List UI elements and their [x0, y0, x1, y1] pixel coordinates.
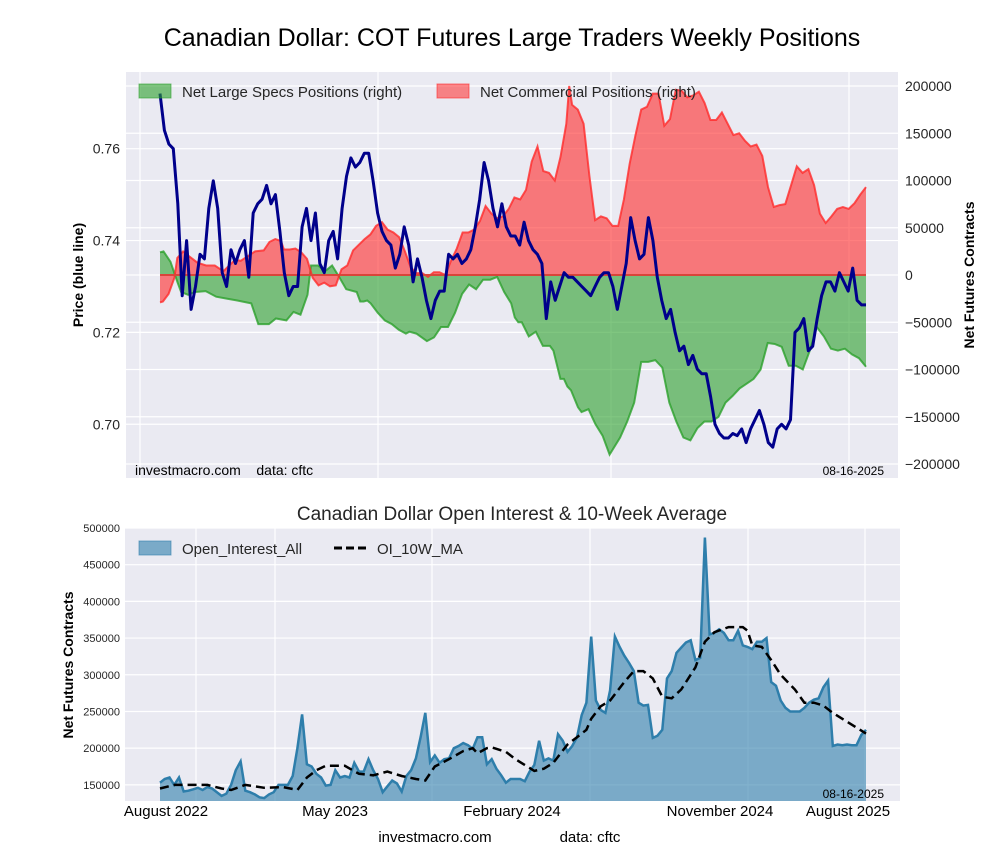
oi-x-tick-label: August 2022	[124, 803, 208, 820]
positions-lines	[158, 93, 866, 449]
oi-y-tick-label: 300000	[83, 670, 120, 682]
legend-label-specs: Net Large Specs Positions (right)	[182, 84, 402, 101]
source-annotation: investmacro.com data: cftc	[135, 462, 313, 478]
net-commercial-line	[159, 85, 867, 304]
open-interest-legend: Open_Interest_All OI_10W_MA	[138, 540, 463, 558]
legend-label-ma: OI_10W_MA	[377, 541, 463, 558]
open-interest-fill	[160, 537, 866, 801]
positions-areas	[159, 85, 867, 457]
price-tick-label: 0.72	[93, 324, 120, 340]
contracts-tick-label: −100000	[905, 362, 960, 378]
positions-grid	[126, 72, 898, 478]
contracts-axis-ticks: 200000 150000 100000 50000 0 −50000 −100000 −15…	[905, 78, 960, 472]
oi-y-tick-label: 150000	[83, 780, 120, 792]
oi-y-tick-label: 200000	[83, 743, 120, 755]
date-annotation-bottom: 08-16-2025	[823, 787, 885, 801]
contracts-tick-label: 50000	[905, 220, 944, 236]
open-interest-y-ticks: 150000 200000 250000 300000 350000 400000 4500…	[83, 523, 120, 792]
contracts-axis-label: Net Futures Contracts	[961, 201, 977, 348]
open-interest-areas	[159, 537, 867, 801]
net-large-specs-line	[159, 250, 867, 457]
main-title: Canadian Dollar: COT Futures Large Trade…	[164, 24, 861, 52]
oi-y-tick-label: 350000	[83, 633, 120, 645]
oi-x-tick-label: May 2023	[302, 803, 368, 820]
legend-swatch-open-interest	[138, 540, 172, 556]
contracts-tick-label: −150000	[905, 409, 960, 425]
contracts-tick-label: −50000	[905, 314, 952, 330]
positions-chart: 0.70 0.72 0.74 0.76 200000 150000 100000 50000…	[70, 72, 977, 478]
oi-y-tick-label: 400000	[83, 596, 120, 608]
oi-x-tick-label: August 2025	[806, 803, 890, 820]
price-tick-label: 0.70	[93, 416, 120, 432]
price-tick-label: 0.74	[93, 233, 120, 249]
date-annotation-top: 08-16-2025	[823, 464, 885, 478]
open-interest-y-label: Net Futures Contracts	[60, 591, 76, 738]
legend-label-open-interest: Open_Interest_All	[182, 541, 302, 558]
contracts-tick-label: 150000	[905, 125, 952, 141]
net-commercial-fill	[160, 86, 866, 303]
oi-x-tick-label: February 2024	[463, 803, 561, 820]
contracts-tick-label: 200000	[905, 78, 952, 94]
price-axis-ticks: 0.70 0.72 0.74 0.76	[93, 141, 120, 433]
footer-site: investmacro.com	[378, 829, 491, 846]
oi-10w-ma-line	[159, 625, 867, 792]
open-interest-chart: Canadian Dollar Open Interest & 10-Week …	[60, 504, 900, 820]
positions-legend: Net Large Specs Positions (right) Net Co…	[138, 83, 696, 101]
open-interest-title: Canadian Dollar Open Interest & 10-Week …	[297, 504, 727, 525]
footer-source: data: cftc	[560, 829, 621, 846]
open-interest-x-ticks: August 2022 May 2023 February 2024 November…	[124, 803, 890, 820]
price-axis-label: Price (blue line)	[70, 223, 86, 327]
contracts-tick-label: 0	[905, 267, 913, 283]
net-large-specs-fill	[160, 251, 866, 455]
oi-y-tick-label: 500000	[83, 523, 120, 535]
oi-y-tick-label: 450000	[83, 560, 120, 572]
legend-label-commercial: Net Commercial Positions (right)	[480, 84, 696, 101]
oi-y-tick-label: 250000	[83, 706, 120, 718]
legend-swatch-commercial	[436, 83, 470, 99]
legend-swatch-specs	[138, 83, 172, 99]
price-line	[158, 93, 866, 449]
contracts-tick-label: 100000	[905, 173, 952, 189]
contracts-tick-label: −200000	[905, 456, 960, 472]
oi-x-tick-label: November 2024	[667, 803, 774, 820]
price-tick-label: 0.76	[93, 141, 120, 157]
